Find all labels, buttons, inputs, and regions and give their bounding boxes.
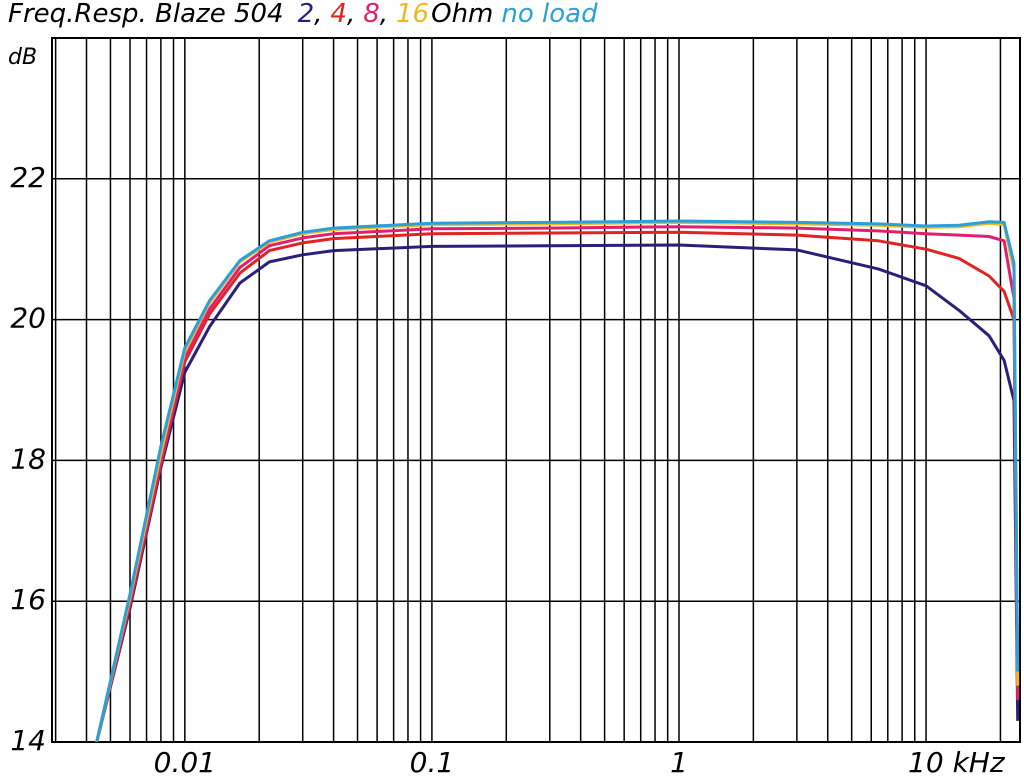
- legend-entry: 4: [330, 0, 347, 29]
- series-line: [95, 225, 1020, 742]
- y-tick-label: 18: [10, 442, 46, 475]
- legend-entry: 16: [396, 0, 429, 29]
- series-line: [95, 220, 1020, 742]
- plot-frame: [51, 37, 1021, 743]
- x-tick-label: 0.1: [410, 746, 455, 777]
- y-tick-label: 22: [10, 161, 46, 194]
- y-tick-label: 20: [10, 302, 46, 335]
- plot-lines: [95, 219, 1020, 742]
- x-tick-label: 1: [670, 746, 688, 777]
- chart-title: Freq.Resp. Blaze 504 2, 4, 8, 16Ohm no load: [8, 0, 598, 29]
- legend-unit: Ohm: [431, 0, 493, 29]
- series-line: [95, 219, 1020, 742]
- x-tick-label: 0.01: [154, 746, 216, 777]
- legend-separator: ,: [347, 0, 355, 29]
- legend-separator: ,: [314, 0, 322, 29]
- legend-entry: 8: [363, 0, 380, 29]
- title-text: Freq.Resp. Blaze 504: [8, 0, 284, 29]
- legend-entry: no load: [501, 0, 598, 29]
- y-axis-label: dB: [8, 45, 37, 70]
- legend-entry: 2: [298, 0, 315, 29]
- x-tick-label: 10 kHz: [908, 746, 1006, 777]
- legend-separator: ,: [380, 0, 388, 29]
- y-tick-label: 16: [10, 583, 46, 616]
- y-tick-label: 14: [10, 724, 46, 757]
- series-line: [95, 230, 1020, 742]
- series-line: [95, 243, 1020, 742]
